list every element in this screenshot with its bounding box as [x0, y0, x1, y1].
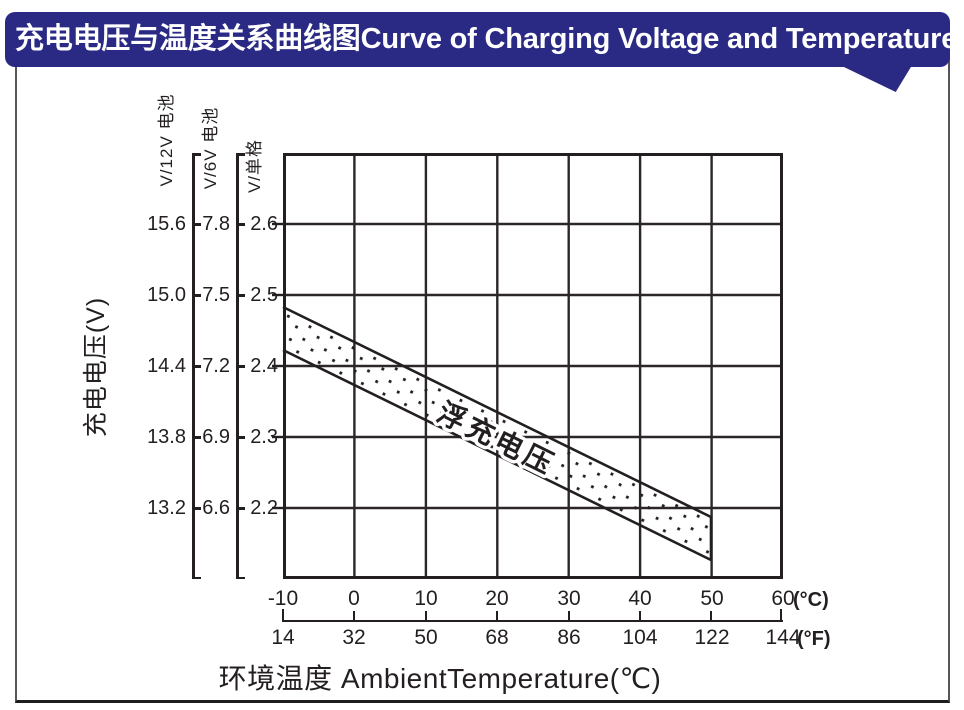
scale-bar-tick [236, 365, 245, 368]
ruler-tick [353, 611, 356, 622]
y-tick-cell: 2.2 [250, 497, 278, 519]
x-tick-celsius: 30 [557, 587, 581, 610]
scale-bar-tick [236, 507, 245, 510]
chart-title-banner: 充电电压与温度关系曲线图Curve of Charging Voltage an… [5, 12, 958, 67]
chart-title: 充电电压与温度关系曲线图Curve of Charging Voltage an… [15, 23, 958, 55]
scale-bar-tick [192, 436, 201, 439]
ruler-tick [710, 611, 713, 622]
ruler-tick [496, 611, 499, 622]
y-tick-cell: 2.3 [250, 426, 278, 448]
cell-scale-ticks [272, 222, 283, 510]
y-tick-6v: 7.5 [202, 284, 230, 306]
x-tick-celsius: 0 [348, 587, 360, 610]
y-tick-6v: 7.8 [202, 213, 230, 235]
celsius-unit-label: (°C) [793, 589, 829, 611]
x-tick-celsius: -10 [267, 587, 299, 610]
x-tick-fahrenheit: 68 [485, 626, 509, 649]
x-tick-fahrenheit: 14 [271, 626, 295, 649]
ruler-tick [425, 611, 428, 622]
scale-bar-tick [192, 294, 201, 297]
x-tick-celsius: 50 [700, 587, 724, 610]
ruler-tick [568, 611, 571, 622]
y-tick-cell: 2.5 [250, 284, 278, 306]
scale-bar-tick [192, 576, 201, 579]
scale-label-12v: V/12V 电池 [157, 93, 176, 187]
y-tick-12v: 13.8 [147, 426, 186, 448]
scale-bar-tick [236, 576, 245, 579]
float-voltage-band [283, 307, 711, 560]
scale-bar-tick [236, 153, 245, 156]
scale-bar-tick [192, 365, 201, 368]
y-tick-6v: 7.2 [202, 355, 230, 377]
scale-bar-tick [192, 223, 201, 226]
y-tick-6v: 6.6 [202, 497, 230, 519]
scale-bar-tick [236, 294, 245, 297]
x-tick-celsius: 10 [414, 587, 438, 610]
y-tick-12v: 15.6 [147, 213, 186, 235]
fahrenheit-unit-label: (°F) [797, 628, 831, 650]
ruler-tick [639, 611, 642, 622]
x-axis-title: 环境温度 AmbientTemperature(℃) [218, 663, 662, 694]
x-tick-celsius: 20 [485, 587, 509, 610]
x-tick-fahrenheit: 50 [414, 626, 438, 649]
x-tick-fahrenheit: 122 [694, 626, 730, 649]
y-tick-12v: 13.2 [147, 497, 186, 519]
x-tick-celsius: 40 [628, 587, 652, 610]
x-tick-fahrenheit: 86 [557, 626, 581, 649]
scale-bar-tick [236, 223, 245, 226]
y-axis-title: 充电电压(V) [82, 296, 110, 438]
fahrenheit-ruler [283, 620, 783, 623]
plot-area: 浮充电压 [272, 153, 783, 579]
x-tick-fahrenheit: 104 [622, 626, 658, 649]
ruler-tick [780, 609, 783, 622]
ruler-tick [282, 609, 285, 622]
scale-bar-tick [236, 436, 245, 439]
scale-label-cell: V/单格 [245, 138, 264, 194]
x-tick-fahrenheit: 144 [765, 626, 801, 649]
y-tick-cell: 2.4 [250, 355, 278, 377]
scale-bar-tick [192, 153, 201, 156]
y-tick-12v: 14.4 [147, 355, 186, 377]
float-voltage-band-edges [282, 305, 713, 562]
y-tick-6v: 6.9 [202, 426, 230, 448]
y-tick-12v: 15.0 [147, 284, 186, 306]
scale-bar-tick [192, 507, 201, 510]
x-tick-celsius: 60 [771, 587, 795, 610]
x-tick-fahrenheit: 32 [342, 626, 366, 649]
scale-label-6v: V/6V 电池 [201, 106, 220, 190]
plot-border [283, 153, 783, 579]
y-tick-cell: 2.6 [250, 213, 278, 235]
